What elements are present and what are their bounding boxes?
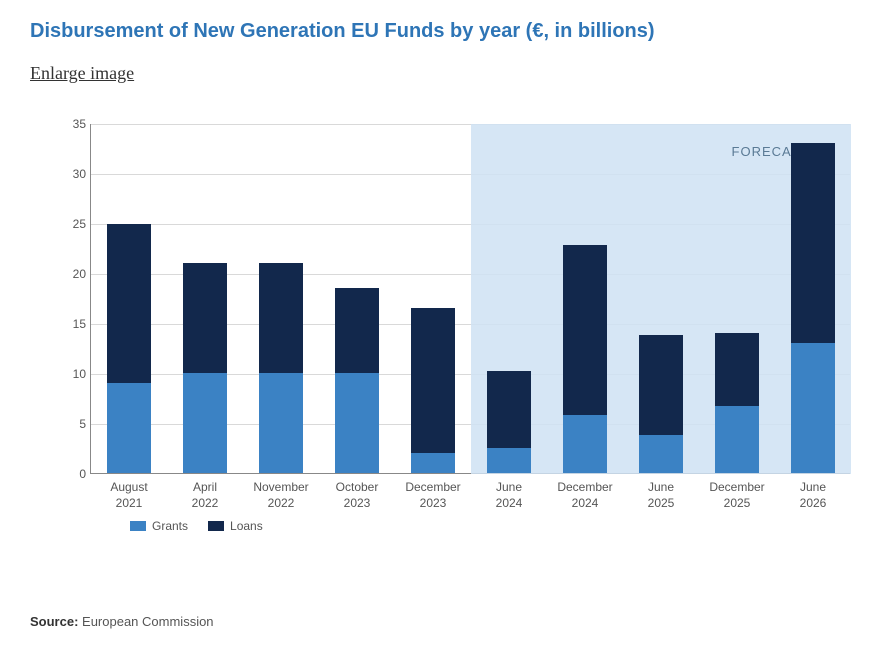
bar-group [791, 143, 835, 473]
plot-area: 05101520253035FORECASTSAugust2021April20… [90, 124, 850, 474]
x-tick-label: October2023 [319, 480, 395, 511]
bar-segment-loans [487, 371, 531, 448]
x-tick-label: August2021 [91, 480, 167, 511]
bar-group [183, 263, 227, 473]
bar-segment-loans [107, 224, 151, 383]
bar-segment-loans [183, 263, 227, 373]
bar-segment-loans [259, 263, 303, 373]
bar-group [335, 288, 379, 473]
x-tick-label: June2026 [775, 480, 851, 511]
legend-swatch [208, 521, 224, 531]
x-tick-label: June2024 [471, 480, 547, 511]
bar-group [487, 371, 531, 473]
bar-segment-grants [259, 373, 303, 473]
bar-segment-grants [563, 415, 607, 473]
bar-group [639, 335, 683, 473]
bar-segment-grants [639, 435, 683, 473]
chart-container: 05101520253035FORECASTSAugust2021April20… [40, 124, 860, 544]
chart-title: Disbursement of New Generation EU Funds … [30, 20, 860, 43]
source-text: European Commission [82, 614, 214, 629]
legend-label: Loans [230, 519, 263, 533]
y-tick-label: 30 [56, 167, 86, 181]
enlarge-image-link[interactable]: Enlarge image [30, 63, 134, 84]
bar-segment-grants [715, 406, 759, 473]
legend: Grants Loans [130, 519, 263, 533]
legend-label: Grants [152, 519, 188, 533]
y-tick-label: 10 [56, 367, 86, 381]
source-line: Source: European Commission [30, 614, 860, 629]
x-tick-label: April2022 [167, 480, 243, 511]
x-tick-label: December2023 [395, 480, 471, 511]
y-tick-label: 35 [56, 117, 86, 131]
legend-item: Loans [208, 519, 263, 533]
bar-group [107, 224, 151, 473]
bar-segment-grants [487, 448, 531, 473]
legend-item: Grants [130, 519, 188, 533]
bar-segment-loans [563, 245, 607, 415]
y-tick-label: 25 [56, 217, 86, 231]
y-tick-label: 15 [56, 317, 86, 331]
bar-segment-loans [715, 333, 759, 406]
bar-group [411, 308, 455, 473]
bar-segment-loans [791, 143, 835, 343]
x-tick-label: December2024 [547, 480, 623, 511]
x-tick-label: June2025 [623, 480, 699, 511]
bar-segment-grants [335, 373, 379, 473]
legend-swatch [130, 521, 146, 531]
bar-segment-loans [335, 288, 379, 373]
bar-group [715, 333, 759, 473]
bar-segment-grants [411, 453, 455, 473]
bar-segment-grants [183, 373, 227, 473]
bar-segment-grants [791, 343, 835, 473]
y-tick-label: 0 [56, 467, 86, 481]
bar-group [563, 245, 607, 473]
bar-group [259, 263, 303, 473]
x-tick-label: December2025 [699, 480, 775, 511]
bar-segment-loans [411, 308, 455, 453]
bar-segment-grants [107, 383, 151, 473]
y-tick-label: 20 [56, 267, 86, 281]
x-tick-label: November2022 [243, 480, 319, 511]
source-prefix: Source: [30, 614, 78, 629]
bar-segment-loans [639, 335, 683, 435]
y-tick-label: 5 [56, 417, 86, 431]
